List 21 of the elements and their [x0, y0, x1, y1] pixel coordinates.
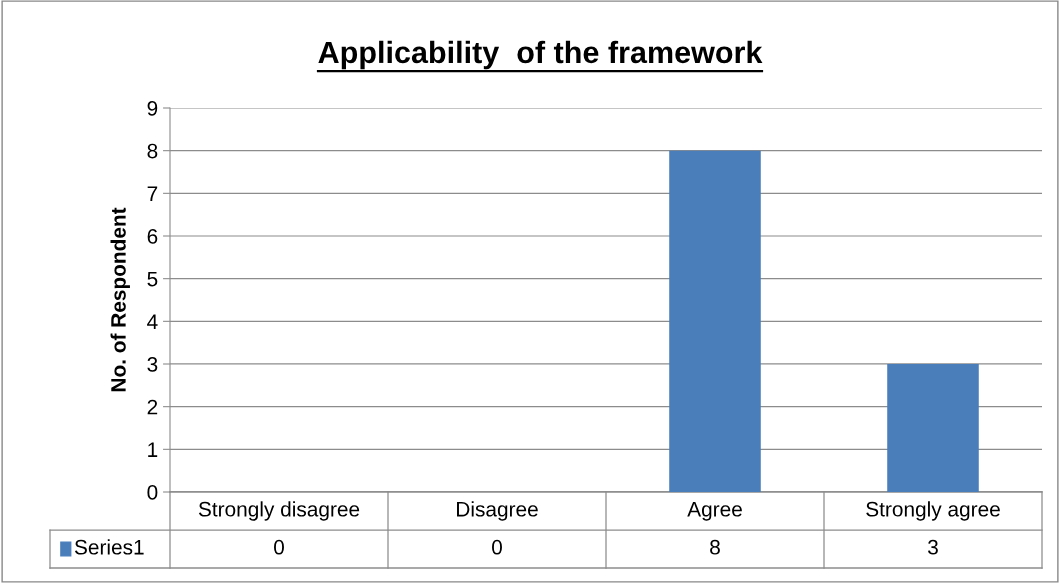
- y-axis-title: No. of Respondent: [110, 207, 130, 392]
- y-tick-label: 7: [147, 186, 158, 201]
- x-tick-label: Strongly agree: [866, 501, 1000, 521]
- y-tick-label: 9: [147, 101, 158, 116]
- y-tick-label: 0: [147, 485, 158, 500]
- data-label: 0: [274, 539, 284, 555]
- y-tick-label: 6: [147, 229, 158, 244]
- x-tick-label: Disagree: [457, 501, 538, 521]
- y-tick-label: 8: [147, 143, 158, 159]
- y-tick-label: 5: [147, 271, 158, 287]
- data-label: 3: [928, 539, 938, 555]
- chart-title: Applicability of the framework: [318, 40, 763, 70]
- y-tick-label: 3: [147, 357, 158, 372]
- x-tick-label: Agree: [687, 502, 742, 521]
- data-label: 0: [492, 539, 502, 555]
- y-tick-label: 4: [147, 314, 158, 329]
- y-tick-label: 2: [147, 399, 158, 415]
- x-tick-label: Strongly disagree: [198, 501, 360, 521]
- y-tick-label: 1: [148, 442, 158, 457]
- data-label: 8: [710, 539, 720, 555]
- legend-label: Series1: [74, 539, 144, 555]
